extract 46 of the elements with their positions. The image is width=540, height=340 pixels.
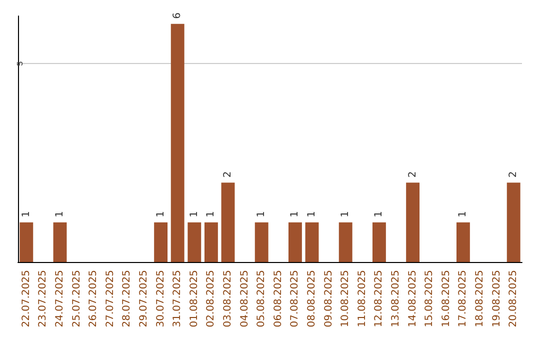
x-tick-label: 19.08.2025	[491, 270, 502, 328]
x-tick-label: 27.07.2025	[104, 270, 116, 328]
x-tick-label: 01.08.2025	[188, 270, 200, 328]
x-tick-label: 22.07.2025	[20, 270, 32, 328]
data-label: 1	[206, 210, 217, 218]
x-tick-label: 03.08.2025	[222, 270, 234, 328]
x-tick-label: 09.08.2025	[323, 270, 334, 328]
x-tick-label: 17.08.2025	[458, 270, 469, 328]
x-tick-label: 08.08.2025	[306, 270, 318, 328]
data-label: 1	[290, 210, 301, 218]
x-tick-label: 06.08.2025	[272, 270, 284, 328]
x-tick-label: 14.08.2025	[407, 270, 418, 328]
x-tick-label: 31.07.2025	[172, 270, 184, 328]
x-tick-label: 20.08.2025	[508, 270, 520, 328]
x-tick-label: 10.08.2025	[340, 270, 352, 328]
x-tick-label: 13.08.2025	[390, 270, 402, 328]
x-tick-label: 28.07.2025	[122, 270, 133, 328]
x-tick-label: 07.08.2025	[290, 270, 301, 328]
data-label: 2	[407, 171, 418, 178]
data-label: 1	[340, 210, 352, 218]
x-tick-label: 12.08.2025	[374, 270, 385, 328]
data-label: 1	[374, 210, 385, 218]
x-tick-label: 15.08.2025	[424, 270, 436, 328]
x-tick-label: 02.08.2025	[206, 270, 217, 328]
x-tick-label: 23.07.2025	[38, 270, 49, 328]
x-tick-label: 05.08.2025	[256, 270, 268, 328]
data-label: 1	[155, 210, 166, 218]
x-tick-label: 30.07.2025	[155, 270, 166, 328]
x-tick-label: 11.08.2025	[356, 270, 368, 328]
data-label: 6	[172, 12, 184, 19]
x-tick-label: 04.08.2025	[239, 270, 250, 328]
x-tick-label: 16.08.2025	[440, 270, 452, 328]
data-label: 1	[20, 210, 32, 218]
data-label: 1	[306, 210, 318, 218]
x-tick-label: 26.07.2025	[88, 270, 100, 328]
data-label: 1	[188, 210, 200, 218]
data-label: 2	[508, 171, 520, 178]
x-tick-label: 18.08.2025	[474, 270, 486, 328]
data-label: 1	[54, 210, 66, 218]
data-label: 1	[458, 210, 469, 218]
y-tick-label: 5	[16, 60, 24, 66]
x-tick-label: 25.07.2025	[71, 270, 82, 328]
x-tick-label: 24.07.2025	[54, 270, 66, 328]
data-label: 1	[256, 210, 268, 218]
x-tick-label: 29.07.2025	[138, 270, 150, 328]
data-label: 2	[222, 171, 234, 178]
